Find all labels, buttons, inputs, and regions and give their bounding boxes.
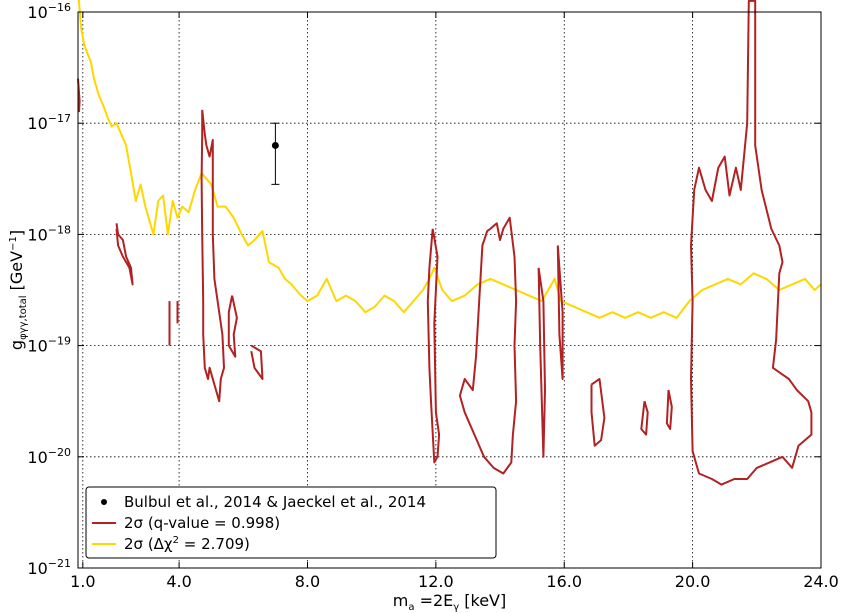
series-layer [77, 0, 822, 486]
data-point [271, 141, 279, 149]
x-ticks: 1.0 4.0 8.0 12.0 16.0 20.0 24.0 [70, 12, 839, 591]
x-tick-label: 4.0 [166, 572, 191, 591]
legend-label-q-value: 2σ (q-value = 0.998) [124, 514, 280, 532]
y-tick-label: 10−18 [27, 223, 71, 244]
series-contour-q-value [537, 267, 546, 458]
series-contour-q-value [690, 0, 813, 486]
y-tick-label: 10−19 [27, 335, 71, 356]
legend-box [85, 486, 497, 559]
x-tick-label: 16.0 [546, 572, 582, 591]
series-contour-q-value [640, 400, 649, 436]
x-tick-label: 12.0 [418, 572, 454, 591]
legend-marker-point [101, 499, 107, 505]
x-tick-label: 24.0 [803, 572, 839, 591]
y-tick-label: 10−16 [27, 1, 71, 22]
y-tick-label: 10−17 [27, 112, 71, 133]
series-contour-q-value [250, 344, 264, 380]
y-axis-label: gφγγ,total [GeV−1] [7, 230, 29, 350]
series-contour-q-value [115, 223, 134, 286]
series-line-delta-chi2 [77, 0, 822, 319]
series-contour-q-value [556, 245, 564, 380]
plot-frame [77, 11, 822, 569]
y-tick-label: 10−21 [27, 557, 71, 578]
legend-label-delta-chi2: 2σ (Δχ2 = 2.709) [124, 535, 250, 553]
legend-label-bulbul: Bulbul et al., 2014 & Jaeckel et al., 20… [124, 493, 426, 511]
x-tick-label: 8.0 [295, 572, 320, 591]
errorbar-layer [271, 122, 280, 185]
series-contour-q-value [426, 228, 441, 464]
x-tick-label: 20.0 [675, 572, 711, 591]
series-contour-q-value [200, 109, 225, 403]
y-ticks: 10−16 10−17 10−18 10−19 10−20 10−21 [27, 1, 821, 578]
series-contour-q-value [458, 216, 518, 475]
y-tick-label: 10−20 [27, 446, 71, 467]
series-contour-q-value [77, 78, 81, 113]
series-contour-q-value [590, 378, 606, 447]
gridlines [78, 12, 822, 568]
legend: Bulbul et al., 2014 & Jaeckel et al., 20… [85, 486, 497, 559]
x-tick-label: 1.0 [70, 572, 95, 591]
series-contour-q-value [665, 389, 673, 430]
x-axis-label: ma =2Eγ [keV] [393, 591, 507, 613]
series-contour-q-value [227, 295, 238, 358]
